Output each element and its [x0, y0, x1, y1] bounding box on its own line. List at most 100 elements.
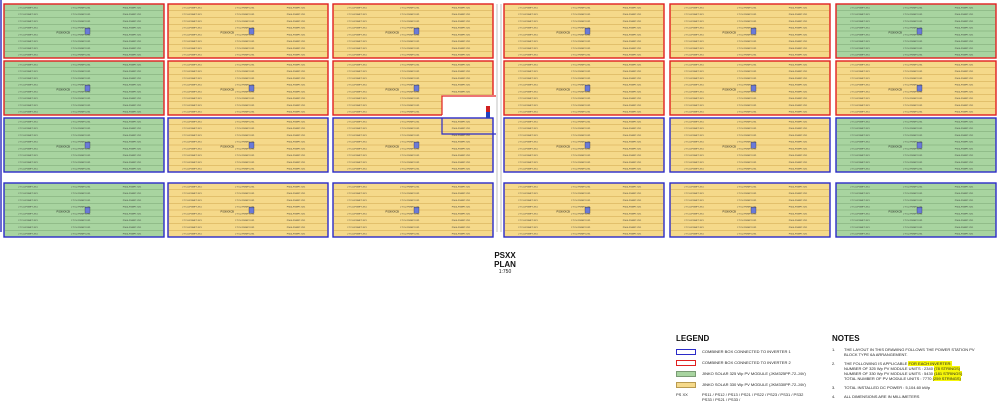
module-label: PS00-PGMFT-XX1: [452, 169, 471, 171]
module-label: PS00-PGMFT-XX1: [123, 162, 142, 164]
module-label: 2 TCU-PGMFT-XX1: [347, 162, 367, 164]
combiner-box-label: PS00XXCB: [385, 210, 399, 214]
module-label: 2 TCU-PGMFT-XX1: [903, 213, 923, 215]
module-label: 2 TCU-PGMFT-XX1: [182, 71, 202, 73]
module-label: 2 TCU-PGMFT-XX1: [347, 105, 367, 107]
note-row-label: TOTAL NUMBER OF PV MODULE UNITS: [844, 376, 920, 381]
module-label: 2 TCU-PGMFT-XX1: [71, 135, 91, 137]
module-label: 2 TCU-PGMFT-XX1: [71, 200, 91, 202]
module-label: 2 TCU-PGMFT-XX1: [850, 71, 870, 73]
combiner-box-label: PS00XXCB: [722, 31, 736, 35]
module-label: 2 TCU-PGMFT-XX1: [347, 112, 367, 114]
module-label: PS00-PGMFT-XX1: [955, 21, 974, 23]
module-label: 2 TCU-PGMFT-XX1: [182, 128, 202, 130]
combiner-box-label: PS00XXCB: [220, 145, 234, 149]
module-label: 2 TCU-PGMFT-XX1: [571, 121, 591, 123]
module-label: 2 TCU-PGMFT-XX1: [737, 193, 757, 195]
module-label: 2 TCU-PGMFT-XX1: [18, 55, 38, 57]
module-label: 2 TCU-PGMFT-XX1: [347, 48, 367, 50]
module-label: 2 TCU-PGMFT-XX1: [850, 200, 870, 202]
module-label: 2 TCU-PGMFT-XX1: [518, 64, 538, 66]
module-label: 2 TCU-PGMFT-XX1: [850, 98, 870, 100]
module-label: PS00-PGMFT-XX1: [123, 48, 142, 50]
module-label: PS00-PGMFT-XX1: [623, 200, 642, 202]
module-label: 2 TCU-PGMFT-XX1: [571, 234, 591, 236]
module-label: PS00-PGMFT-XX1: [955, 193, 974, 195]
module-label: 2 TCU-PGMFT-XX1: [347, 71, 367, 73]
module-label: 2 TCU-PGMFT-XX1: [400, 220, 420, 222]
module-label: PS00-PGMFT-XX1: [789, 71, 808, 73]
module-label: 2 TCU-PGMFT-XX1: [400, 41, 420, 43]
combiner-box: [750, 207, 757, 214]
module-label: 2 TCU-PGMFT-XX1: [71, 213, 91, 215]
module-label: 2 TCU-PGMFT-XX1: [571, 78, 591, 80]
module-label: PS00-PGMFT-XX1: [789, 41, 808, 43]
module-label: 2 TCU-PGMFT-XX1: [903, 98, 923, 100]
module-label: 2 TCU-PGMFT-XX1: [903, 148, 923, 150]
module-label: 2 TCU-PGMFT-XX1: [71, 162, 91, 164]
legend-swatch-module330: [676, 381, 696, 388]
module-label: 2 TCU-PGMFT-XX1: [182, 34, 202, 36]
module-label: 2 TCU-PGMFT-XX1: [18, 193, 38, 195]
module-label: 2 TCU-PGMFT-XX1: [347, 21, 367, 23]
note-text-part: THE FOLLOWING IS APPLICABLE: [844, 361, 908, 366]
module-label: 2 TCU-PGMFT-XX1: [518, 186, 538, 188]
module-label: PS00-PGMFT-XX1: [123, 105, 142, 107]
module-label: 2 TCU-PGMFT-XX1: [737, 128, 757, 130]
module-label: PS00-PGMFT-XX1: [955, 186, 974, 188]
module-label: 2 TCU-PGMFT-XX1: [235, 21, 255, 23]
module-label: 2 TCU-PGMFT-XX1: [71, 21, 91, 23]
module-label: 2 TCU-PGMFT-XX1: [235, 48, 255, 50]
module-label: 2 TCU-PGMFT-XX1: [571, 213, 591, 215]
module-label: 2 TCU-PGMFT-XX1: [235, 28, 255, 30]
module-label: 2 TCU-PGMFT-XX1: [850, 186, 870, 188]
module-label: 2 TCU-PGMFT-XX1: [571, 155, 591, 157]
module-label: 2 TCU-PGMFT-XX1: [235, 148, 255, 150]
module-label: 2 TCU-PGMFT-XX1: [850, 64, 870, 66]
module-label: 2 TCU-PGMFT-XX1: [18, 78, 38, 80]
module-label: 2 TCU-PGMFT-XX1: [684, 220, 704, 222]
module-label: 2 TCU-PGMFT-XX1: [571, 142, 591, 144]
module-label: 2 TCU-PGMFT-XX1: [518, 78, 538, 80]
module-label: 2 TCU-PGMFT-XX1: [347, 78, 367, 80]
pv-block: 2 TCU-PGMFT-XX1 2 TCU-PGMFT-XX1 PS00-PGMFT…: [3, 3, 165, 59]
module-label: 2 TCU-PGMFT-XX1: [71, 14, 91, 16]
module-label: 2 TCU-PGMFT-XX1: [71, 142, 91, 144]
module-label: 2 TCU-PGMFT-XX1: [71, 85, 91, 87]
module-label: PS00-PGMFT-XX1: [452, 220, 471, 222]
module-label: 2 TCU-PGMFT-XX1: [182, 105, 202, 107]
module-label: 2 TCU-PGMFT-XX1: [684, 98, 704, 100]
module-label: 2 TCU-PGMFT-XX1: [903, 234, 923, 236]
module-label: 2 TCU-PGMFT-XX1: [684, 234, 704, 236]
pv-block: 2 TCU-PGMFT-XX1 2 TCU-PGMFT-XX1 PS00-PGMFT…: [167, 60, 329, 116]
note-row-value: : 5430: [921, 371, 933, 376]
module-label: PS00-PGMFT-XX1: [123, 41, 142, 43]
module-label: 2 TCU-PGMFT-XX1: [347, 193, 367, 195]
module-label: 2 TCU-PGMFT-XX1: [571, 200, 591, 202]
note-row: NUMBER OF 330 Wp PV MODULE UNITS : 5430 …: [844, 371, 963, 376]
module-label: PS00-PGMFT-XX1: [789, 200, 808, 202]
combiner-box: [916, 207, 923, 214]
pv-block: 2 TCU-PGMFT-XX1 2 TCU-PGMFT-XX1 PS00-PGMFT…: [503, 117, 665, 173]
module-label: PS00-PGMFT-XX1: [789, 186, 808, 188]
module-label: 2 TCU-PGMFT-XX1: [518, 200, 538, 202]
module-label: 2 TCU-PGMFT-XX1: [903, 207, 923, 209]
combiner-box: [84, 85, 91, 92]
combiner-box-label: PS00XXCB: [56, 31, 70, 35]
module-label: 2 TCU-PGMFT-XX1: [400, 85, 420, 87]
module-label: 2 TCU-PGMFT-XX1: [182, 98, 202, 100]
module-label: 2 TCU-PGMFT-XX1: [684, 121, 704, 123]
power-station-marker: [486, 106, 490, 112]
module-label: PS00-PGMFT-XX1: [123, 28, 142, 30]
module-label: 2 TCU-PGMFT-XX1: [18, 112, 38, 114]
module-label: PS00-PGMFT-XX1: [287, 48, 306, 50]
pv-block: 2 TCU-PGMFT-XX1 2 TCU-PGMFT-XX1 PS00-PGMFT…: [3, 182, 165, 238]
module-label: PS00-PGMFT-XX1: [789, 98, 808, 100]
module-label: PS00-PGMFT-XX1: [123, 21, 142, 23]
module-label: 2 TCU-PGMFT-XX1: [182, 85, 202, 87]
layout-notch: [442, 95, 497, 117]
module-label: 2 TCU-PGMFT-XX1: [571, 207, 591, 209]
module-label: 2 TCU-PGMFT-XX1: [850, 85, 870, 87]
module-label: 2 TCU-PGMFT-XX1: [347, 207, 367, 209]
module-label: 2 TCU-PGMFT-XX1: [71, 64, 91, 66]
